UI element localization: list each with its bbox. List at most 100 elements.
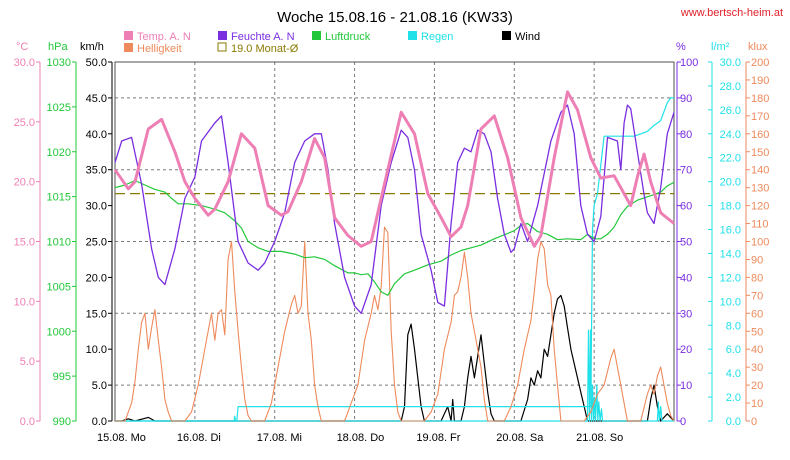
tick-label: 1005 <box>47 281 71 293</box>
day-label: 19.08. Fr <box>416 432 460 444</box>
pressure-axis: 990 995 1000 1005 1010 1015 1020 1025 1030 <box>47 57 77 428</box>
tick-label: 30.0 <box>14 57 35 69</box>
tick-label: 60 <box>680 201 692 213</box>
legend-swatch <box>124 31 133 40</box>
tick-label: 50.0 <box>86 57 107 69</box>
tick-label: 30 <box>680 308 692 320</box>
tick-label: 990 <box>53 416 71 428</box>
tick-label: 5.0 <box>20 356 35 368</box>
day-label: 16.08. Di <box>177 432 221 444</box>
chart-series <box>113 90 675 422</box>
tick-label: 10 <box>751 398 763 410</box>
tick-label: 30.0 <box>720 57 741 69</box>
legend-label: Luftdruck <box>325 31 371 43</box>
series-line-rain-3 <box>115 97 674 422</box>
tick-label: 28.0 <box>720 81 741 93</box>
tick-label: 5.0 <box>92 380 107 392</box>
series-line-humidity-1 <box>114 104 675 314</box>
legend-swatch <box>124 43 133 52</box>
tick-label: 150 <box>751 147 769 159</box>
series-line-wind-5 <box>115 294 675 422</box>
legend-label: Regen <box>421 31 453 43</box>
day-label: 20.08. Sa <box>496 432 544 444</box>
tick-label: 10.0 <box>86 344 107 356</box>
tick-label: 20 <box>680 344 692 356</box>
tick-label: 1030 <box>47 57 71 69</box>
series-line-brightness-6 <box>115 226 675 422</box>
day-label: 17.08. Mi <box>257 432 302 444</box>
tick-label: 110 <box>751 219 769 231</box>
tick-label: 15.0 <box>14 237 35 249</box>
chart-legend: Temp. A. N Feuchte A. N Luftdruck Regen Wind… <box>124 31 540 55</box>
tick-label: 180 <box>751 93 769 105</box>
tick-label: 160 <box>751 129 769 141</box>
tick-label: 26.0 <box>720 105 741 117</box>
tick-label: 0 <box>751 416 757 428</box>
tick-label: 10.0 <box>720 296 741 308</box>
humidity-axis: 0 10 20 30 40 50 60 70 80 90 100 <box>676 57 698 428</box>
legend-swatch <box>408 31 417 40</box>
day-label: 15.08. Mo <box>97 432 146 444</box>
tick-label: 90 <box>680 93 692 105</box>
tick-label: 20 <box>751 380 763 392</box>
day-label: 21.08. So <box>576 432 623 444</box>
legend-label: Feuchte A. N <box>231 31 295 43</box>
tick-label: 1015 <box>47 192 71 204</box>
tick-label: 15.0 <box>86 308 107 320</box>
chart-axes: 0.05.010.015.020.025.030.099099510001005… <box>14 57 770 428</box>
tick-label: 70 <box>751 290 763 302</box>
tick-label: 8.0 <box>726 320 741 332</box>
tick-label: 0.0 <box>726 416 741 428</box>
tick-label: 40.0 <box>86 129 107 141</box>
rain-unit-label: l/m² <box>711 41 730 53</box>
legend-label: Helligkeit <box>137 43 182 55</box>
legend-item-pressure: Luftdruck <box>312 31 371 43</box>
tick-label: 190 <box>751 75 769 87</box>
tick-label: 90 <box>751 254 763 266</box>
temp-axis: 0.0 5.0 10.0 15.0 20.0 25.0 30.0 <box>14 57 41 428</box>
tick-label: 0 <box>680 416 686 428</box>
tick-label: 10.0 <box>14 296 35 308</box>
humidity-unit-label: % <box>676 41 686 53</box>
tick-label: 0.0 <box>20 416 35 428</box>
chart-title: Woche 15.08.16 - 21.08.16 (KW33) <box>277 9 513 26</box>
legend-item-temp: Temp. A. N <box>124 31 191 43</box>
series-line-temp-0 <box>113 90 675 248</box>
tick-label: 25.0 <box>14 117 35 129</box>
tick-label: 20.0 <box>14 177 35 189</box>
tick-label: 30 <box>751 362 763 374</box>
tick-label: 10 <box>680 380 692 392</box>
tick-label: 6.0 <box>726 344 741 356</box>
legend-item-wind: Wind <box>502 31 540 43</box>
legend-swatch <box>502 31 511 40</box>
legend-label: 19.0 Monat-Ø <box>231 43 299 55</box>
tick-label: 2.0 <box>726 392 741 404</box>
tick-label: 50 <box>680 237 692 249</box>
tick-label: 16.0 <box>720 225 741 237</box>
legend-label: Temp. A. N <box>137 31 191 43</box>
tick-label: 100 <box>751 237 769 249</box>
legend-item-rain: Regen <box>408 31 453 43</box>
series-line-rain-4 <box>115 329 674 422</box>
tick-label: 20.0 <box>720 177 741 189</box>
website-label[interactable]: www.bertsch-heim.at <box>680 7 783 19</box>
tick-label: 140 <box>751 165 769 177</box>
tick-label: 100 <box>680 57 698 69</box>
tick-label: 1000 <box>47 326 71 338</box>
tick-label: 4.0 <box>726 368 741 380</box>
wind-unit-label: km/h <box>80 41 104 53</box>
legend-item-average: 19.0 Monat-Ø <box>217 42 299 55</box>
tick-label: 45.0 <box>86 93 107 105</box>
tick-label: 80 <box>680 129 692 141</box>
tick-label: 60 <box>751 308 763 320</box>
tick-label: 25.0 <box>86 237 107 249</box>
tick-label: 50 <box>751 326 763 338</box>
temp-unit-label: °C <box>16 41 28 53</box>
tick-label: 30.0 <box>86 201 107 213</box>
tick-label: 70 <box>680 165 692 177</box>
tick-label: 24.0 <box>720 129 741 141</box>
tick-label: 1010 <box>47 237 71 249</box>
brightness-unit-label: klux <box>748 41 768 53</box>
tick-label: 18.0 <box>720 201 741 213</box>
